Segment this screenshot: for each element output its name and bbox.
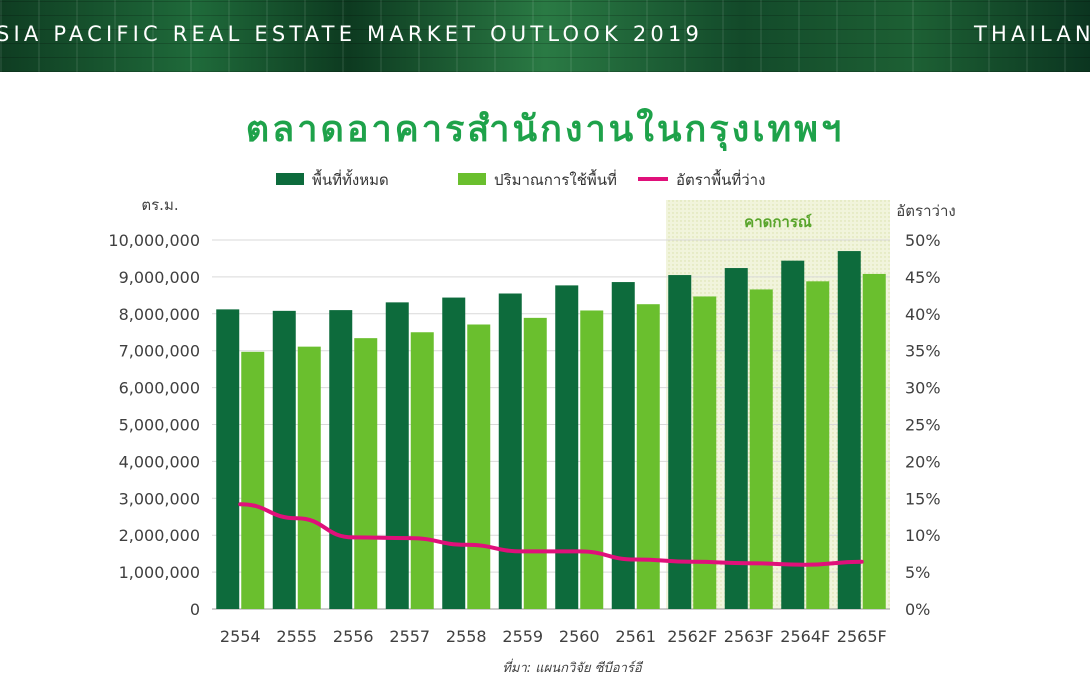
bar-total-space (668, 275, 692, 609)
bar-total-space (385, 302, 409, 609)
bar-total-space (272, 310, 296, 609)
y2-tick-label: 50% (905, 231, 941, 250)
bars (216, 251, 886, 609)
banner-left-text: SIA PACIFIC REAL ESTATE MARKET OUTLOOK 2… (0, 22, 704, 46)
y2-tick-label: 30% (905, 379, 941, 398)
x-tick-label: 2560 (559, 627, 600, 646)
bar-occupied-space (354, 338, 378, 609)
legend-label: ปริมาณการใช้พื้นที่ (494, 169, 617, 189)
bar-occupied-space (806, 281, 830, 609)
bar-occupied-space (636, 304, 660, 609)
legend-swatch (458, 173, 486, 185)
bar-total-space (781, 260, 805, 609)
x-tick-label: 2564F (780, 627, 830, 646)
y2-tick-label: 15% (905, 489, 941, 508)
x-tick-label: 2558 (446, 627, 487, 646)
x-tick-label: 2556 (333, 627, 374, 646)
x-tick-label: 2554 (220, 627, 261, 646)
legend-label: อัตราพื้นที่ว่าง (676, 169, 765, 189)
bar-total-space (611, 282, 635, 609)
bar-total-space (329, 310, 353, 609)
y2-tick-label: 35% (905, 342, 941, 361)
bar-occupied-space (580, 310, 604, 609)
vacancy-line (238, 502, 864, 567)
y-tick-label: 2,000,000 (119, 526, 200, 545)
bar-occupied-space (523, 317, 547, 609)
x-tick-label: 2559 (502, 627, 543, 646)
y2-tick-label: 20% (905, 452, 941, 471)
y2-tick-label: 40% (905, 305, 941, 324)
bar-occupied-space (862, 273, 886, 609)
y2-tick-label: 0% (905, 600, 930, 619)
y-axis-label: ตร.ม. (141, 196, 178, 214)
bar-total-space (216, 309, 240, 609)
bar-occupied-space (241, 351, 265, 609)
y-tick-label: 10,000,000 (108, 231, 200, 250)
y-tick-label: 4,000,000 (119, 452, 200, 471)
bar-occupied-space (467, 324, 491, 609)
y2-tick-label: 5% (905, 563, 930, 582)
axes: 0 1,000,000 2,000,000 3,000,000 4,000,000 5,0… (108, 196, 955, 676)
source-note: ที่มา: แผนกวิจัย ซีบีอาร์อี (502, 658, 643, 676)
y-tick-label: 9,000,000 (119, 268, 200, 287)
bar-occupied-space (693, 296, 717, 609)
y2-tick-label: 45% (905, 268, 941, 287)
x-tick-label: 2555 (276, 627, 317, 646)
forecast-label: คาดการณ์ (744, 213, 812, 231)
y-tick-label: 5,000,000 (119, 416, 200, 435)
y2-tick-label: 10% (905, 526, 941, 545)
bar-occupied-space (749, 289, 773, 609)
x-tick-label: 2557 (389, 627, 430, 646)
legend-swatch (276, 173, 304, 185)
y-tick-label: 3,000,000 (119, 489, 200, 508)
x-tick-label: 2565F (837, 627, 887, 646)
bar-total-space (498, 293, 522, 609)
banner-right-text: THAILAN (974, 22, 1090, 46)
bar-total-space (837, 251, 861, 609)
x-tick-label: 2561 (615, 627, 656, 646)
legend-label: พื้นที่ทั้งหมด (312, 169, 389, 189)
y-tick-label: 6,000,000 (119, 379, 200, 398)
x-tick-label: 2563F (724, 627, 774, 646)
grid (212, 239, 890, 610)
bar-total-space (555, 285, 579, 609)
vacancy-rate-line (238, 502, 864, 567)
y2-axis-label: อัตราว่าง (896, 202, 955, 220)
x-tick-label: 2562F (667, 627, 717, 646)
bar-total-space (724, 268, 748, 609)
bar-occupied-space (410, 332, 434, 609)
y-tick-label: 0 (190, 600, 200, 619)
legend: พื้นที่ทั้งหมด ปริมาณการใช้พื้นที่ อัตราพื… (276, 169, 765, 189)
bar-total-space (442, 297, 466, 609)
header-banner: SIA PACIFIC REAL ESTATE MARKET OUTLOOK 2… (0, 0, 1090, 72)
y2-tick-label: 25% (905, 416, 941, 435)
bar-occupied-space (297, 346, 321, 609)
y-tick-label: 7,000,000 (119, 342, 200, 361)
chart-title: ตลาดอาคารสำนักงานในกรุงเทพฯ (245, 109, 845, 150)
y-tick-label: 1,000,000 (119, 563, 200, 582)
y-tick-label: 8,000,000 (119, 305, 200, 324)
